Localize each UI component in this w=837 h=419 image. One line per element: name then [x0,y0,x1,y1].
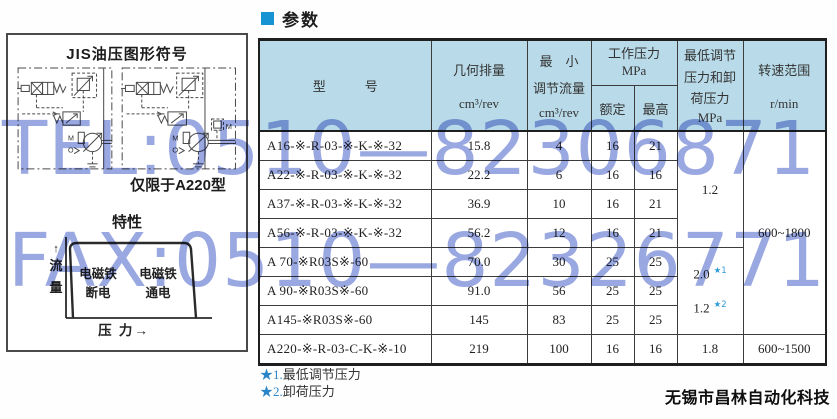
cell-rated: 16 [590,189,635,219]
cell-max: 21 [633,130,678,161]
parameter-table: 型 号 几何排量 cm³/rev 最 小 调节流量 cm³/rev [258,38,828,366]
cell-displacement: 145 [430,305,528,335]
col-header-rated: 额定 [590,85,635,132]
cell-min-pressure-merged: 1.2 [676,130,744,248]
cell-rated: 25 [590,247,635,277]
cell-rated: 16 [590,130,635,161]
company-name: 无锡市昌林自动化科技 [665,390,831,407]
cell-displacement: 36.9 [430,189,528,219]
cell-displacement: 56.2 [430,218,528,248]
cell-min-flow: 6 [526,160,592,190]
aux-valve-m-label: M [226,122,232,131]
table-row: A22-※-R-03-※-K-※-32 22.2 6 16 16 [258,160,826,190]
table-row: A16-※-R-03-※-K-※-32 15.8 4 16 21 1.2 600… [258,130,827,335]
cell-displacement: 91.0 [430,276,528,306]
cell-max: 16 [633,160,678,190]
section-bullet-icon [261,12,274,25]
cell-rated: 16 [590,334,635,365]
diagram-caption: 仅限于A220型 [130,177,226,194]
cell-model: A16-※-R-03-※-K-※-32 [258,130,432,161]
cell-rated: 25 [590,276,635,306]
pump-m-label: M [68,134,74,142]
col-header-working-pressure: 工作压力 MPa [590,39,678,86]
cell-min-flow: 4 [526,130,592,161]
header-row-1: 型 号 几何排量 cm³/rev 最 小 调节流量 cm³/rev [258,39,827,132]
cell-min-flow: 30 [526,247,592,277]
curve-label-solenoid-off: 电磁铁 断电 [79,267,117,300]
cell-min-flow: 83 [526,305,592,335]
col-header-min-flow: 最 小 调节流量 cm³/rev [526,39,592,132]
cell-model: A22-※-R-03-※-K-※-32 [258,160,432,190]
footnote-mark-2: ★2 [713,299,727,310]
cell-min-flow: 10 [526,189,592,219]
cell-max: 21 [633,189,678,219]
cell-max: 25 [633,276,678,306]
cell-min-flow: 100 [526,334,592,365]
cell-min-flow: 12 [526,218,592,248]
y-axis-label: ↑ 流量 [49,243,63,296]
table-row: A145-※R03S※-60 145 83 25 25 [258,305,826,335]
table-row: A 70-※R03S※-60 70.0 30 25 25 2.0 ★1 1.2 ★2 [258,247,826,335]
cell-model: A 70-※R03S※-60 [258,247,432,277]
footnote-2: ★2.卸荷压力 [260,384,335,400]
header-row-2: 额定 最高 [259,85,826,132]
cell-max: 25 [633,305,678,335]
pump-m-label: M [172,134,178,143]
cell-model: A 90-※R03S※-60 [258,276,432,306]
cell-displacement: 219 [430,334,528,365]
cell-rated: 16 [590,160,635,190]
table-row: A56-※-R-03-※-K-※-32 56.2 12 16 21 [258,218,826,248]
hydraulic-circuit-diagram-right: M M O [120,65,242,173]
cell-min-pressure-merged: 2.0 ★1 1.2 ★2 [676,247,744,335]
hydraulic-circuit-diagram-left: M O [16,65,118,173]
x-axis-label: 压 力→ [98,323,150,338]
col-header-speed-range: 转速范围 r/min [742,39,827,132]
section-title: 参数 [261,6,320,31]
cell-speed-range-merged: 600~1800 [742,130,827,335]
up-arrow-icon: ↑ [53,243,59,255]
table-row: A 90-※R03S※-60 91.0 56 25 25 [258,276,826,306]
cell-model: A56-※-R-03-※-K-※-32 [258,218,432,248]
pq-curve [68,241,198,319]
cell-min-flow: 56 [526,276,592,306]
pressure-line: 2.0 ★1 [693,266,727,282]
cell-displacement: 22.2 [430,160,528,190]
col-header-min-pressure: 最低调节 压力和卸 荷压力 MPa [676,39,744,132]
col-header-displacement: 几何排量 cm³/rev [430,39,528,132]
footnote-mark-1: ★1 [713,266,727,277]
jis-symbol-panel: JIS油压图形符号 [6,33,248,352]
jis-panel-title: JIS油压图形符号 [66,46,188,63]
table-row: A37-※-R-03-※-K-※-32 36.9 10 16 21 [258,189,826,219]
footnotes: ★1.最低调节压力 ★2.卸荷压力 [260,366,361,400]
section-title-text: 参数 [282,11,320,30]
footnote-1-mark: ★1. [260,367,283,382]
col-header-max: 最高 [633,85,678,132]
cell-displacement: 15.8 [430,130,528,161]
cell-model: A220-※-R-03-C-K-※-10 [258,334,432,365]
cell-model: A145-※R03S※-60 [258,305,432,335]
cell-max: 16 [633,334,678,365]
cell-displacement: 70.0 [430,247,528,277]
cell-speed-range: 600~1500 [742,334,827,365]
cell-max: 21 [633,218,678,248]
table-row: A220-※-R-03-C-K-※-10 219 100 16 16 1.8 6… [258,334,827,365]
cell-max: 25 [633,247,678,277]
footnote-1: ★1.最低调节压力 [260,367,361,382]
footnote-2-mark: ★2. [260,384,283,400]
col-header-model: 型 号 [258,39,432,132]
curve-label-solenoid-on: 电磁铁 通电 [139,267,177,300]
pump-o-label: O [172,146,178,155]
characteristics-title: 特性 [111,214,142,231]
cell-rated: 25 [590,305,635,335]
cell-rated: 16 [590,218,635,248]
pq-characteristic-chart [56,231,216,327]
cell-model: A37-※-R-03-※-K-※-32 [258,189,432,219]
cell-min-pressure: 1.8 [676,334,744,365]
pump-o-label: O [68,147,74,155]
pressure-line: 1.2 ★2 [693,299,727,315]
